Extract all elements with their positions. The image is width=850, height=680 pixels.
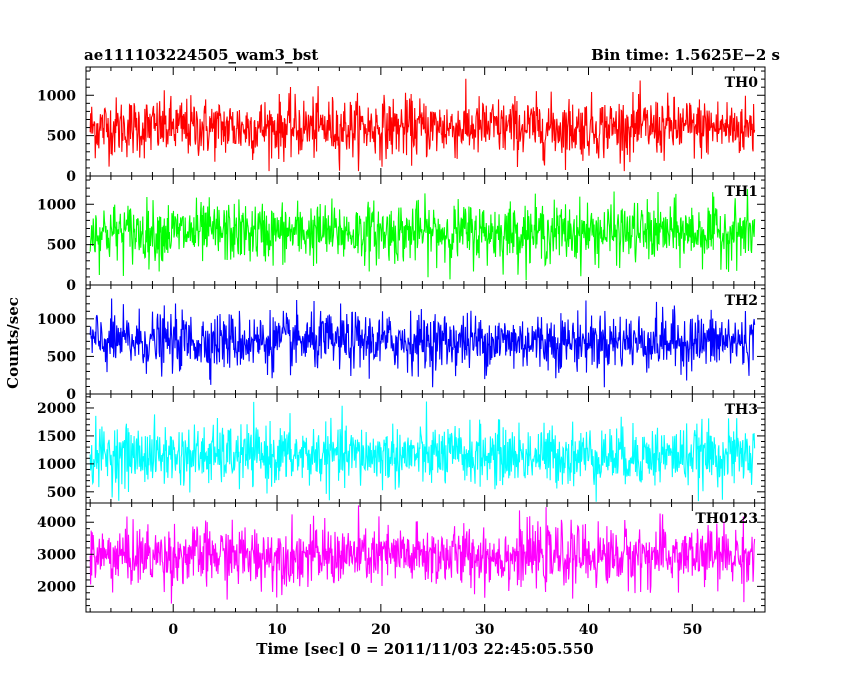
panel-frame	[85, 502, 766, 613]
panel-th2: TH2 0 500 1000	[37, 284, 766, 403]
y-tick-label: 0	[66, 169, 76, 185]
panel-label: TH1	[725, 184, 758, 200]
series-line-th0	[89, 78, 756, 172]
y-tick-label: 500	[47, 485, 76, 501]
chart-title-right: Bin time: 1.5625E−2 s	[591, 46, 780, 64]
y-tick-label: 1000	[37, 197, 76, 213]
y-tick-label: 1000	[37, 88, 76, 104]
x-tick-label: 0	[168, 622, 178, 638]
series-line-th2	[89, 298, 756, 388]
y-tick-label: 1000	[37, 312, 76, 328]
panel-label: TH2	[725, 293, 758, 309]
x-tick-label: 20	[371, 622, 391, 638]
panel-label: TH3	[725, 402, 758, 418]
x-tick-label: 40	[579, 622, 599, 638]
y-tick-label: 500	[47, 349, 76, 365]
y-tick-label: 1000	[37, 457, 76, 473]
y-tick-label: 2000	[37, 401, 76, 417]
panel-th0: TH0 0 500 1000	[37, 66, 766, 185]
x-axis-label: Time [sec] 0 = 2011/11/03 22:45:05.550	[256, 640, 593, 658]
panel-th1: TH1 0 500 1000	[37, 175, 766, 294]
series-line-th1	[89, 189, 756, 281]
x-tick-label: 50	[683, 622, 703, 638]
panels-group: TH005001000TH105001000TH205001000TH35001…	[37, 66, 766, 638]
y-tick-label: 4000	[37, 515, 76, 531]
panel-th0123: TH0123 2000 3000 4000	[37, 502, 766, 613]
x-tick-label: 10	[267, 622, 287, 638]
y-tick-label: 500	[47, 129, 76, 145]
panel-th3: TH3 500 1000 1500 2000	[37, 393, 766, 504]
panel-label: TH0123	[695, 511, 758, 527]
y-tick-label: 0	[66, 278, 76, 294]
series-line-th3	[89, 401, 756, 502]
x-tick-label: 30	[475, 622, 495, 638]
y-tick-label: 500	[47, 238, 76, 254]
panel-label: TH0	[725, 75, 759, 91]
y-tick-label: 2000	[37, 579, 76, 595]
series-line-th0123	[89, 505, 756, 604]
y-tick-label: 1500	[37, 429, 76, 445]
y-axis-label: Counts/sec	[4, 297, 22, 389]
y-tick-label: 3000	[37, 547, 76, 563]
chart-title-left: ae111103224505_wam3_bst	[84, 46, 318, 64]
y-tick-label: 0	[66, 387, 76, 403]
